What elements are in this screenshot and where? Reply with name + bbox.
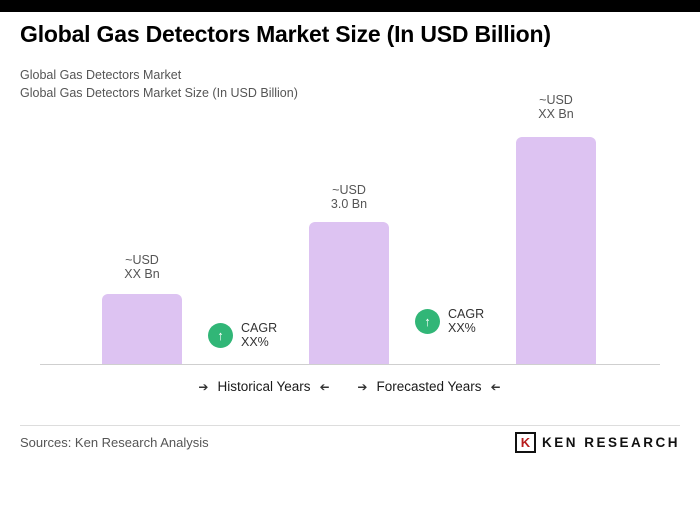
page-title: Global Gas Detectors Market Size (In USD… — [20, 21, 551, 47]
bar-value-line1: ~USD — [332, 183, 366, 197]
bar-value-label-forecast: ~USD XX Bn — [538, 93, 573, 121]
growth-up-arrow-icon: ↑ — [415, 308, 440, 334]
bar-value-line1: ~USD — [539, 93, 573, 107]
cagr-badge-1: ↑ CAGR XX% — [208, 321, 277, 349]
logo-wordmark: KEN RESEARCH — [541, 435, 680, 450]
bar-value-line2: 3.0 Bn — [330, 197, 368, 211]
cagr-text-2: CAGR XX% — [448, 307, 484, 335]
chart-subtitle-market: Global Gas Detectors Market — [20, 68, 182, 82]
cagr-value: XX% — [241, 335, 269, 349]
ken-research-logo: K KEN RESEARCH — [514, 432, 680, 453]
up-arrow-glyph: ↑ — [217, 327, 224, 343]
logo-k-icon: K — [514, 432, 536, 453]
up-arrow-glyph: ↑ — [424, 313, 431, 329]
bar-forecast — [516, 137, 596, 365]
top-accent-bar — [0, 0, 700, 12]
bar-value-line2: XX Bn — [538, 107, 574, 121]
sources-text: Sources: Ken Research Analysis — [20, 435, 209, 450]
arrow-left-icon: ➔ — [319, 379, 330, 394]
arrow-right-icon: ➔ — [198, 379, 209, 394]
axis-label-text: Historical Years — [217, 379, 311, 394]
bar-base-year — [309, 222, 389, 365]
bar-value-label-base: ~USD 3.0 Bn — [331, 183, 367, 211]
bar-value-label-historical: ~USD XX Bn — [124, 253, 159, 281]
bar-historical — [102, 294, 182, 365]
axis-label-forecasted-years: ➔ Forecasted Years ➔ — [357, 379, 500, 394]
axis-label-text: Forecasted Years — [376, 379, 482, 394]
cagr-value: XX% — [448, 321, 476, 335]
arrow-left-icon: ➔ — [490, 379, 501, 394]
chart-subtitle-size: Global Gas Detectors Market Size (In USD… — [20, 86, 298, 100]
bar-value-line2: XX Bn — [124, 267, 160, 281]
logo-k-letter: K — [520, 435, 531, 450]
growth-up-arrow-icon: ↑ — [208, 322, 233, 348]
footer-divider — [20, 425, 680, 426]
cagr-label: CAGR — [448, 307, 485, 321]
axis-label-historical-years: ➔ Historical Years ➔ — [198, 379, 329, 394]
arrow-right-icon: ➔ — [357, 379, 368, 394]
bar-value-line1: ~USD — [125, 253, 159, 267]
cagr-badge-2: ↑ CAGR XX% — [415, 307, 484, 335]
x-axis-line — [40, 364, 660, 365]
cagr-text-1: CAGR XX% — [241, 321, 277, 349]
cagr-label: CAGR — [241, 321, 278, 335]
